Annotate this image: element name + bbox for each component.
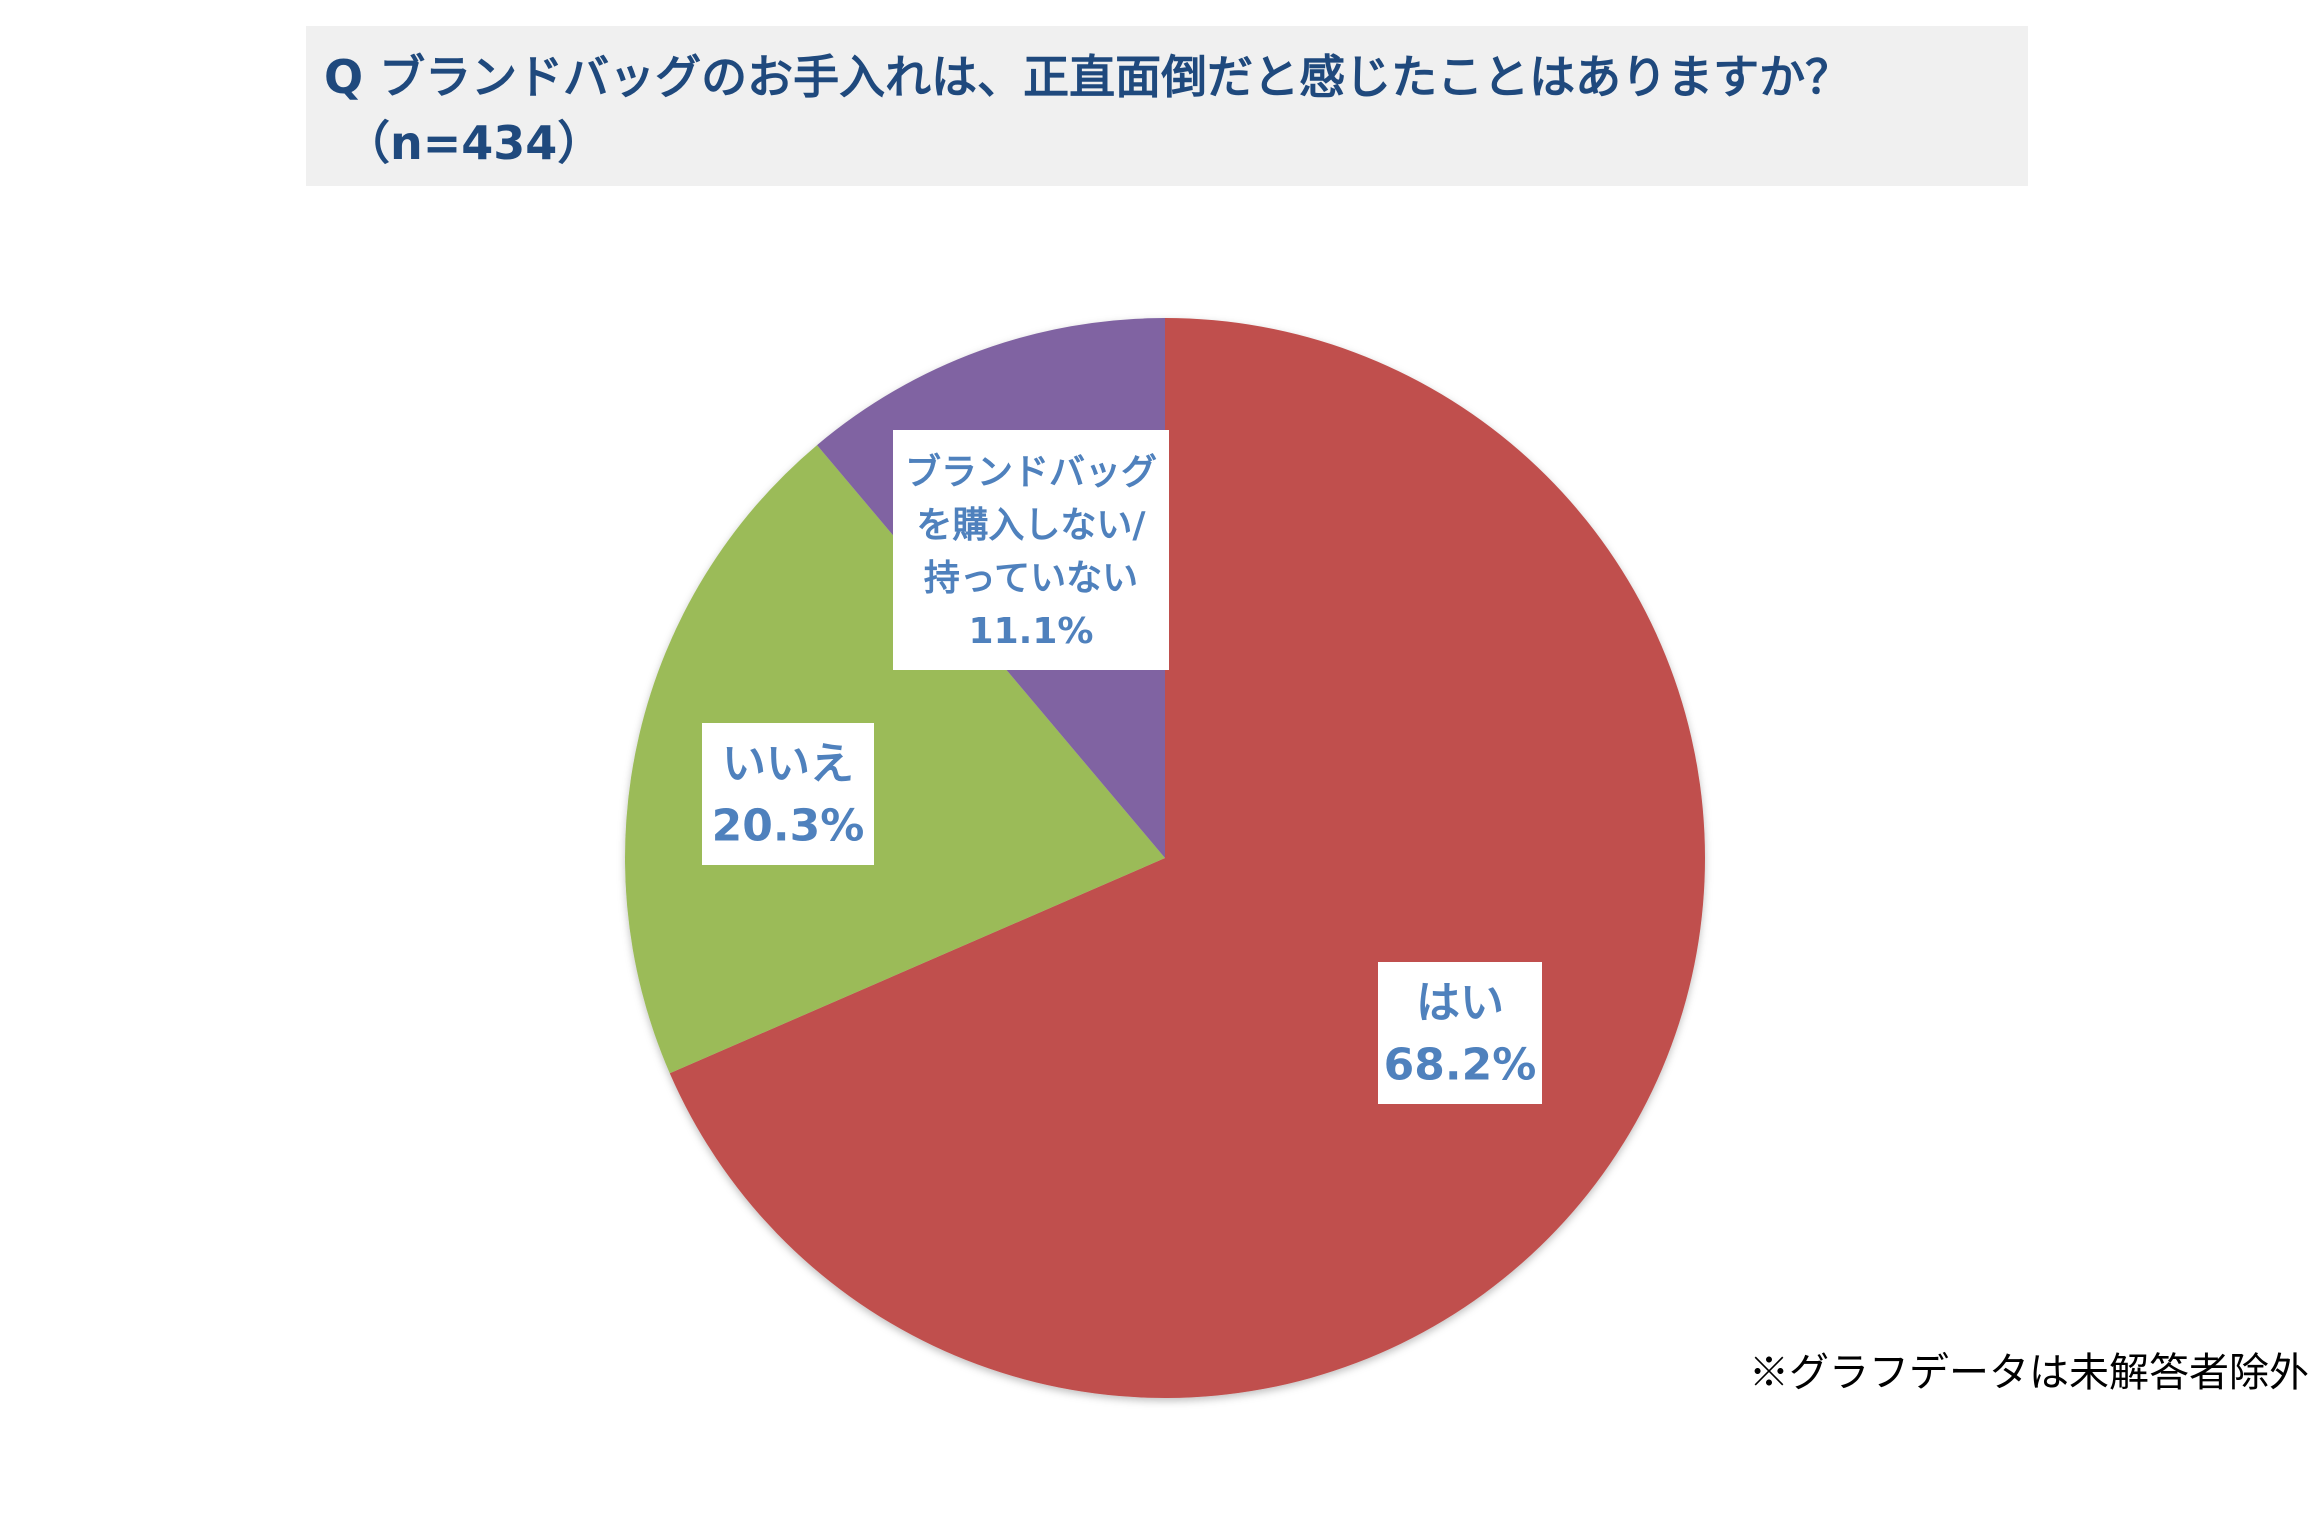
slice-category-label: 持っていない — [924, 558, 1138, 599]
pie-slice — [669, 318, 1706, 1398]
footnote: ※グラフデータは未解答者除外 — [1749, 1350, 2309, 1396]
slice-value-label: 20.3% — [712, 801, 865, 852]
slice-value-label: 68.2% — [1384, 1040, 1537, 1091]
pie-slice — [624, 445, 1165, 1074]
slice-value-label: 11.1% — [969, 611, 1094, 652]
chart-title: Q ブランドバッグのお手入れは、正直面倒だと感じたことはありますか？ — [324, 50, 1852, 104]
slice-category-label: はい — [1416, 978, 1504, 1029]
chart-title-box: Q ブランドバッグのお手入れは、正直面倒だと感じたことはありますか？ （n=43… — [306, 26, 2028, 186]
slice-label-box — [893, 430, 1169, 670]
slice-label: はい 68.2% — [1378, 962, 1542, 1104]
slice-category-label: ブランドバッグ — [905, 451, 1157, 493]
slice-label: いいえ 20.3% — [702, 723, 874, 865]
slice-category-label: いいえ — [722, 739, 854, 790]
slice-label-box — [702, 723, 874, 865]
slice-label-box — [1378, 962, 1542, 1104]
chart-sample-size: （n=434） — [344, 116, 604, 170]
slice-category-label: を購入しない/ — [916, 505, 1146, 546]
